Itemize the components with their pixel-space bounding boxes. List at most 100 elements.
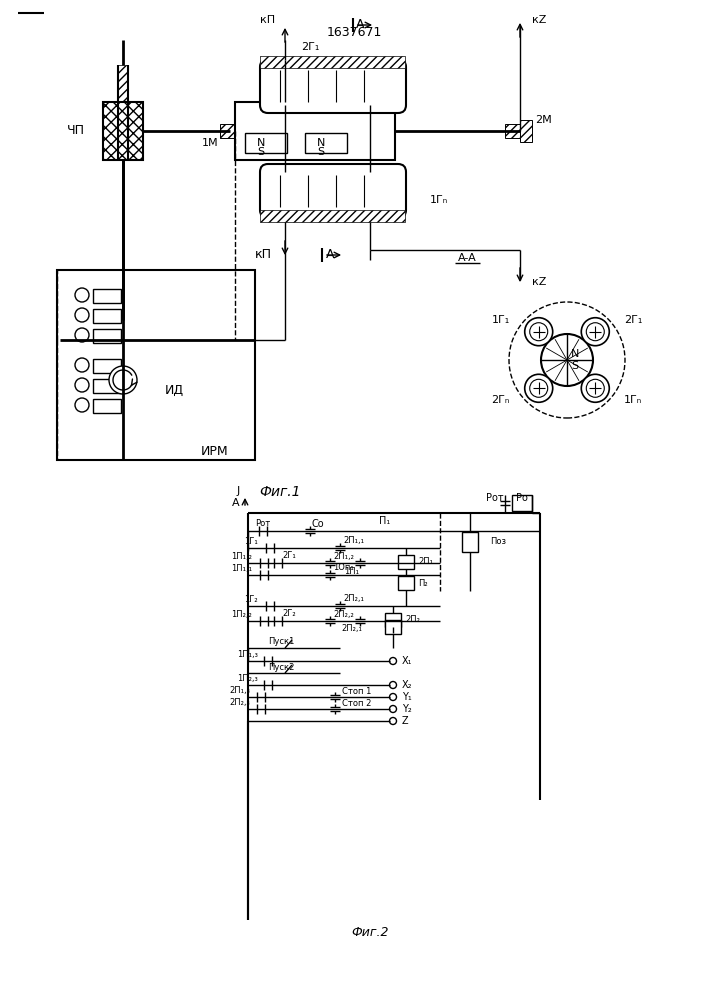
Text: П₁: П₁ [380,516,391,526]
Text: Ро: Ро [516,493,528,503]
Text: Поз: Поз [490,538,506,546]
Text: X₁: X₁ [402,656,412,666]
FancyBboxPatch shape [260,59,406,113]
Text: 2П₁,₃: 2П₁,₃ [229,686,250,694]
Text: кП: кП [255,248,272,261]
Text: 2Г₁: 2Г₁ [282,552,296,560]
Text: ИД: ИД [165,383,184,396]
Text: A-A: A-A [457,253,477,263]
Bar [103,102,143,160]
Bar [220,124,235,138]
Text: Пуск1: Пуск1 [268,638,294,647]
Text: 1П₁: 1П₁ [344,566,359,576]
Circle shape [75,328,89,342]
Circle shape [530,323,548,341]
Text: A: A [326,248,334,261]
Text: 2М: 2М [535,115,551,125]
Circle shape [525,374,553,402]
Bar [462,532,478,552]
Text: 2Г₁: 2Г₁ [624,315,643,325]
Bar [398,555,414,569]
Text: Рот: Рот [255,520,271,528]
Text: 1637671: 1637671 [327,25,382,38]
Text: Фиг.2: Фиг.2 [351,926,389,938]
Text: 1П₂,₂: 1П₂,₂ [231,609,252,618]
Circle shape [390,658,397,664]
Text: кZ: кZ [532,15,547,25]
Text: Пуск2: Пуск2 [268,662,294,672]
Bar [235,102,395,160]
Text: 1Гₙ: 1Гₙ [624,395,642,405]
Bar [505,124,520,138]
Circle shape [581,374,609,402]
Text: N: N [317,138,325,148]
Text: 2П₂: 2П₂ [405,615,420,624]
Circle shape [390,694,397,700]
Text: ИРМ: ИРМ [200,445,228,458]
Text: 1Оп₁: 1Оп₁ [333,564,354,572]
Text: 2П₁,₁: 2П₁,₁ [343,536,364,546]
Text: N: N [257,138,265,148]
Text: 2П₂,₁: 2П₂,₁ [341,624,363,634]
Text: S: S [317,147,325,157]
Text: Со: Со [312,519,325,529]
Text: 1М: 1М [201,138,218,148]
Circle shape [75,398,89,412]
Text: 2П₂,₂: 2П₂,₂ [333,609,354,618]
Bar [93,309,121,323]
Bar [57,270,255,460]
Bar [93,329,121,343]
Bar [398,576,414,590]
Text: X₂: X₂ [402,680,412,690]
Text: ЧП: ЧП [67,124,85,137]
Bar [385,620,401,634]
Text: Z: Z [402,716,409,726]
FancyBboxPatch shape [260,164,406,218]
Bar [385,613,401,627]
Text: 2Г₁: 2Г₁ [300,42,319,52]
Text: Стоп 1: Стоп 1 [342,686,371,696]
Bar [512,495,532,511]
Text: 1Г₁: 1Г₁ [244,536,258,546]
Circle shape [390,682,397,688]
Text: кZ: кZ [532,277,547,287]
Text: 2П₁: 2П₁ [418,558,433,566]
Circle shape [390,718,397,724]
Text: S: S [257,147,264,157]
Text: Стоп 2: Стоп 2 [342,698,371,708]
Text: 1П₁,₁: 1П₁,₁ [231,564,252,572]
Text: 1П₁,₂: 1П₁,₂ [231,552,252,560]
Text: кП: кП [260,15,275,25]
Circle shape [586,379,604,397]
Bar [93,399,121,413]
Text: 2П₂,₃: 2П₂,₃ [229,698,250,706]
Circle shape [75,308,89,322]
Text: 2Гₙ: 2Гₙ [491,395,510,405]
Circle shape [75,288,89,302]
Bar [93,289,121,303]
Circle shape [109,366,137,394]
Text: Y₁: Y₁ [402,692,411,702]
Text: 1Г₁: 1Г₁ [492,315,510,325]
Bar [118,65,128,160]
Bar [305,133,347,153]
Text: 2Г₂: 2Г₂ [282,609,296,618]
Circle shape [541,334,593,386]
Text: 2П₁,₂: 2П₁,₂ [333,552,354,560]
Text: N: N [571,349,579,359]
Bar [260,56,405,68]
Text: Рот: Рот [486,493,504,503]
Text: S: S [571,361,578,371]
Text: A: A [233,498,240,508]
Text: 1П₁,₃: 1П₁,₃ [237,650,258,658]
Bar [93,379,121,393]
Circle shape [581,318,609,346]
Circle shape [75,358,89,372]
Text: Фиг.1: Фиг.1 [259,485,300,499]
Circle shape [586,323,604,341]
Text: 1Г₂: 1Г₂ [245,594,258,603]
Bar [245,133,287,153]
Text: 1П₂,₃: 1П₂,₃ [238,674,258,682]
Text: J: J [237,486,240,496]
Circle shape [525,318,553,346]
